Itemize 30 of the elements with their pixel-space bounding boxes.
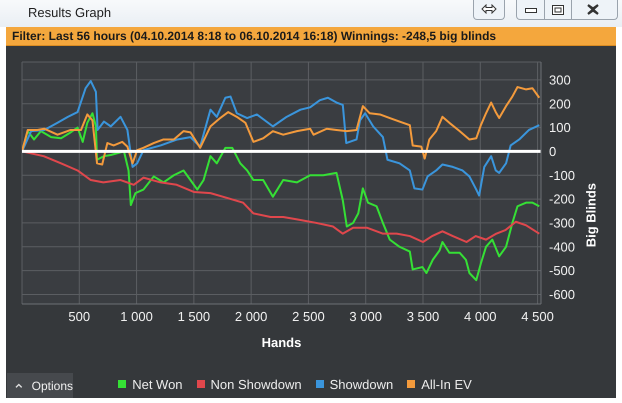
y-tick-label: 300: [549, 72, 571, 88]
x-tick-label: 1 000: [120, 309, 153, 324]
chart-title: Results Graph: [28, 5, 112, 20]
x-tick-label: 2 000: [234, 309, 268, 324]
x-tick-label: 3 500: [406, 309, 440, 324]
legend-label: Net Won: [132, 376, 183, 392]
y-axis-title: Big Blinds: [584, 183, 599, 248]
y-tick-label: -200: [549, 192, 576, 207]
options-button: Options: [7, 373, 73, 398]
legend-label: Non Showdown: [210, 376, 302, 392]
legend-label: All-In EV: [421, 376, 472, 392]
x-tick-label: 4 000: [464, 309, 497, 324]
y-tick-label: -500: [549, 263, 576, 278]
x-tick-label: 3 000: [349, 309, 382, 324]
y-tick-label: -300: [549, 216, 576, 231]
y-tick-label: -600: [549, 287, 576, 302]
legend-label: Showdown: [330, 376, 394, 392]
y-tick-label: 200: [549, 96, 571, 112]
line-series: [22, 80, 540, 197]
y-tick-label: 100: [549, 120, 571, 136]
x-tick-label: 1 500: [178, 309, 210, 324]
x-axis-title: Hands: [262, 335, 302, 350]
chart-subtitle: Filter: Last 56 hours (04.10.2014 8:18 to 06.10.2014 16:18) Winnings: -248,5 big blinds: [12, 29, 496, 43]
x-tick-label: 4 500: [521, 309, 554, 324]
y-tick-label: -100: [549, 168, 576, 183]
x-tick-label: 500: [68, 309, 90, 324]
y-tick-label: 0: [549, 144, 556, 160]
line-series: [22, 86, 540, 166]
x-tick-label: 2 500: [292, 309, 325, 324]
y-tick-label: -400: [549, 239, 576, 254]
